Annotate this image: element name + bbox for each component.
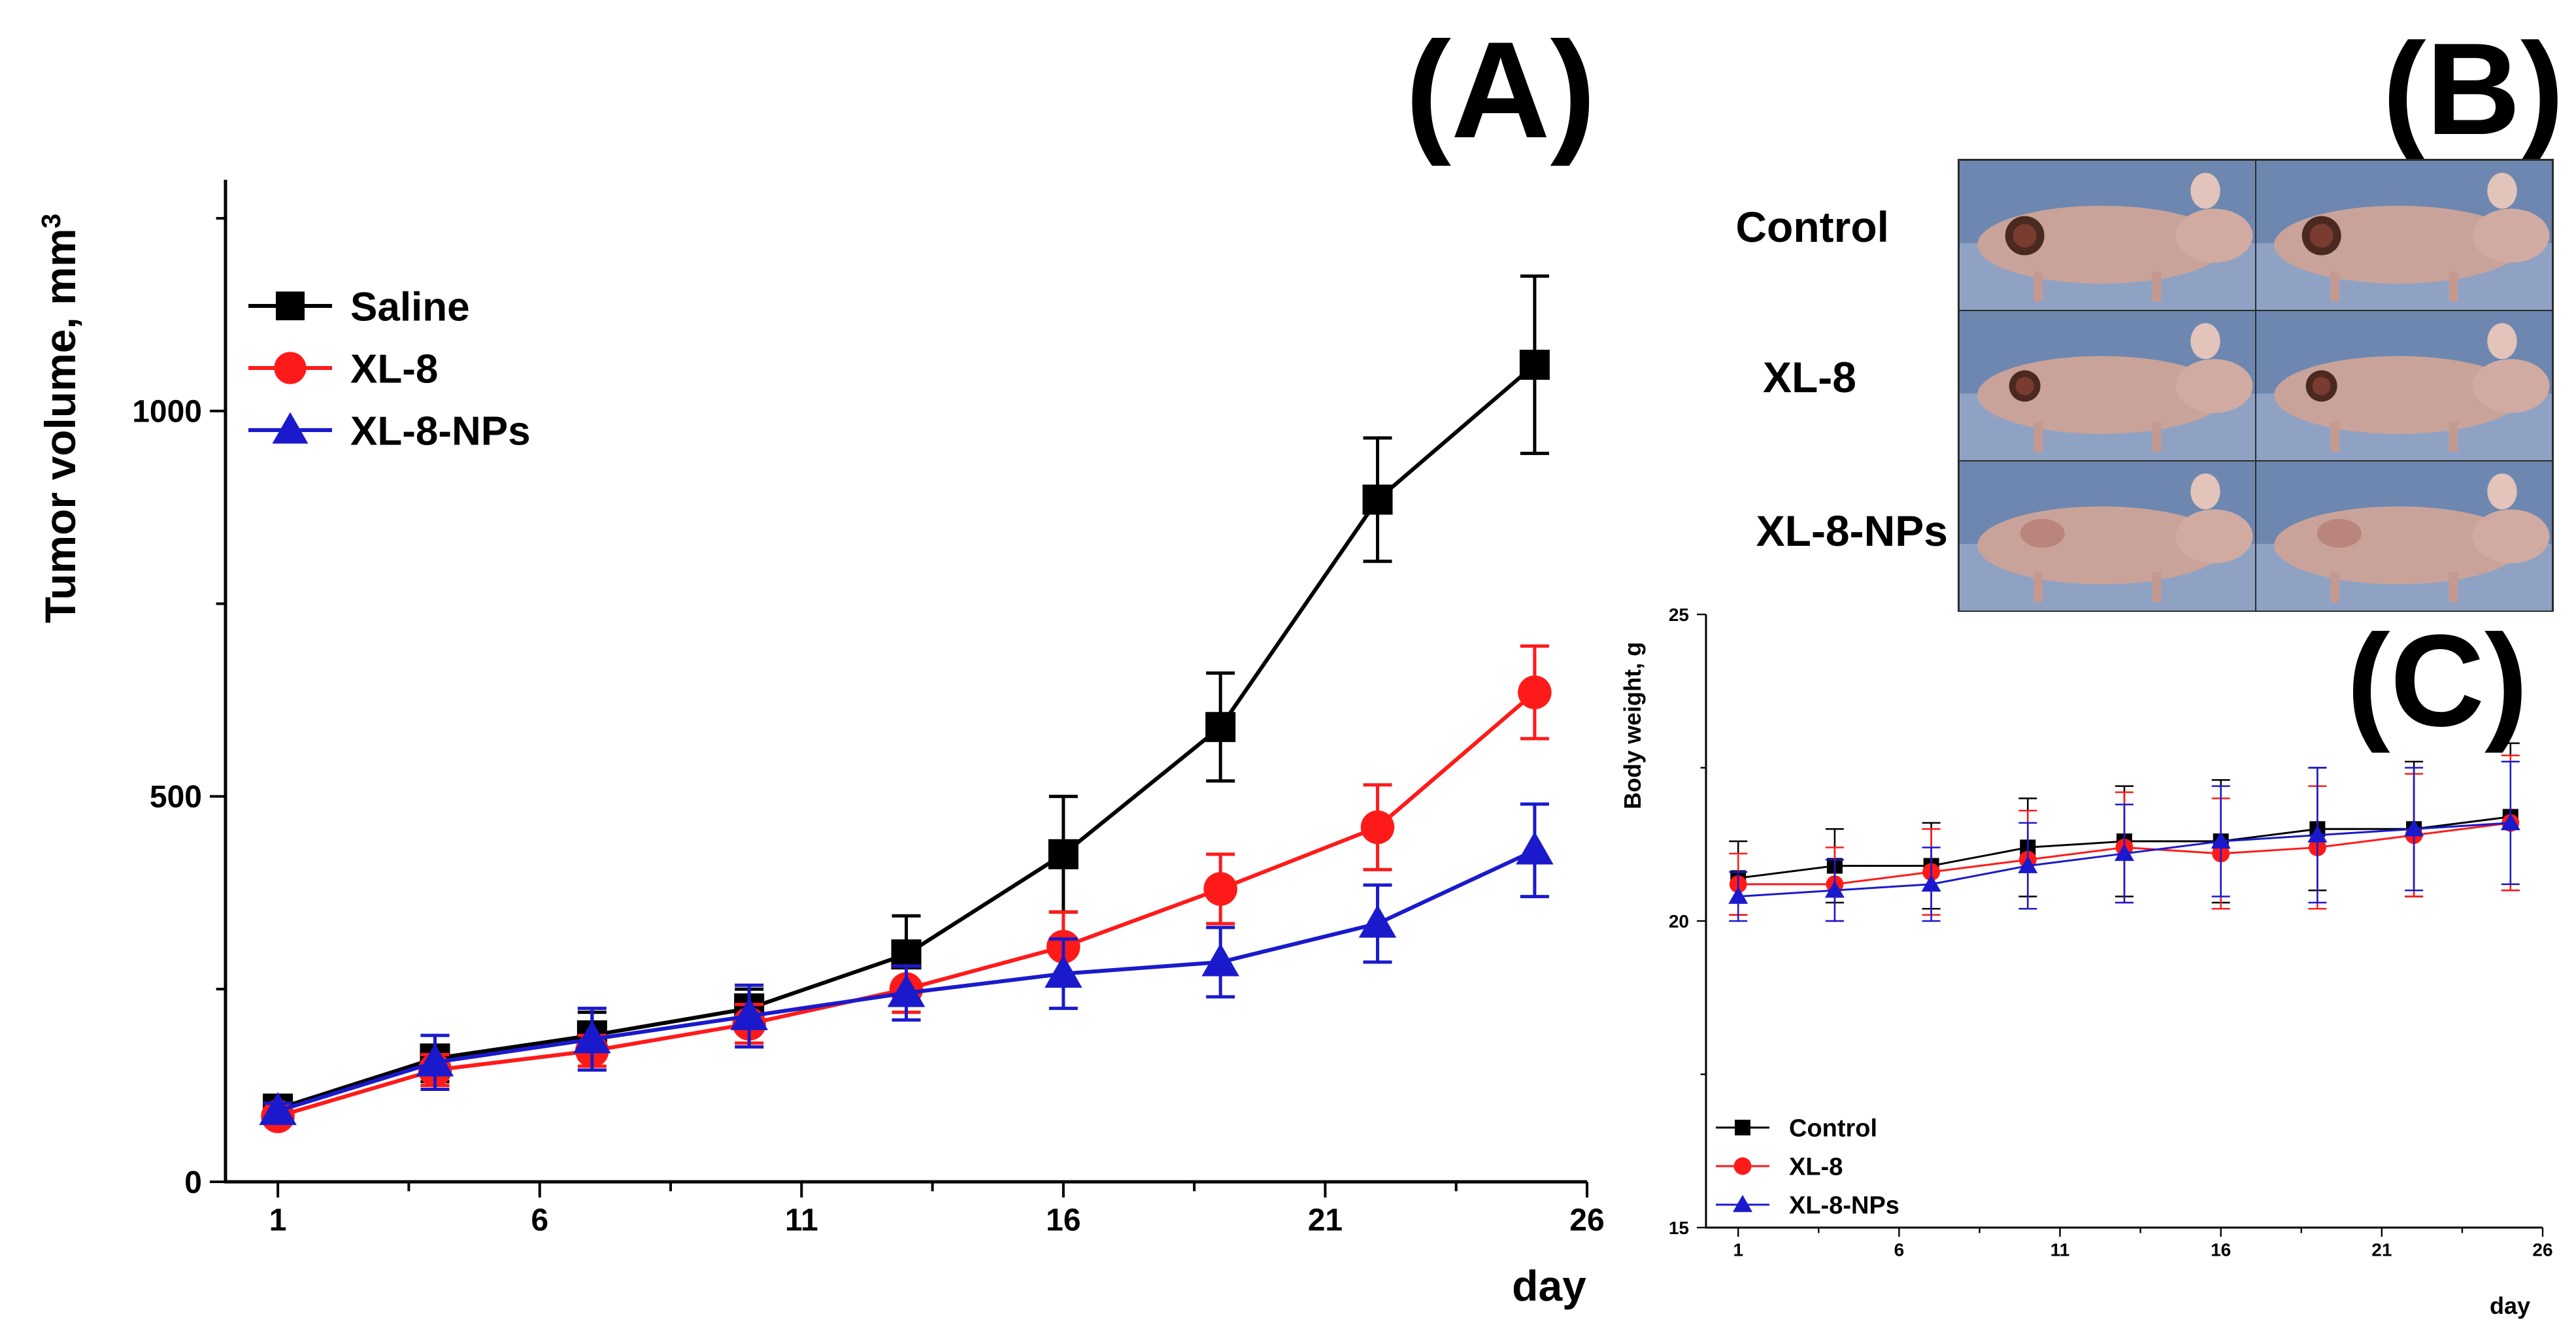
data-point (1728, 886, 1748, 904)
data-point (2404, 819, 2424, 837)
x-tick-label: 1 (269, 1203, 287, 1237)
data-point (1203, 872, 1237, 906)
legend-marker-xl-8 (274, 352, 307, 384)
legend-marker-control (1735, 1120, 1750, 1135)
x-tick-label: 6 (1894, 1239, 1905, 1260)
data-point (1201, 943, 1239, 977)
y-axis-label: Tumor volume, mm3 (36, 214, 84, 624)
x-tick-label: 11 (2050, 1239, 2070, 1260)
data-point (1045, 954, 1082, 988)
data-point (1205, 712, 1236, 743)
series-xl-8-nps (259, 802, 1554, 1126)
legend-marker-xl-8 (1733, 1157, 1752, 1175)
x-tick-label: 26 (1569, 1203, 1604, 1237)
series-xl-8-nps (1728, 760, 2520, 922)
mouse-photo (2256, 461, 2552, 611)
data-point (1048, 839, 1079, 869)
x-tick-label: 11 (785, 1203, 818, 1237)
x-tick-label: 21 (1308, 1203, 1343, 1237)
mouse-photo (1960, 311, 2255, 460)
mouse-photo (1960, 461, 2255, 611)
x-tick-label: 21 (2371, 1239, 2392, 1260)
legend-label-xl-8-nps: XL-8-NPs (1789, 1192, 1899, 1220)
legend-marker-saline (276, 292, 305, 320)
panel-label-c: (C) (2347, 608, 2528, 754)
x-axis-label: day (2490, 1292, 2530, 1319)
y-axis-label: Body weight, g (1619, 642, 1646, 809)
data-point (1921, 874, 1941, 892)
photo-row-label-xl8: XL-8 (1763, 353, 1856, 401)
data-point (2307, 825, 2328, 843)
data-point (573, 1020, 611, 1054)
data-point (2500, 812, 2520, 831)
data-point (259, 1092, 297, 1126)
data-point (1519, 350, 1550, 380)
y-tick-label: 500 (150, 780, 202, 814)
y-tick-label: 0 (184, 1165, 202, 1200)
photo-row-label-control: Control (1735, 203, 1889, 251)
panel-label-a: (A) (1405, 13, 1596, 167)
y-tick-label: 1000 (132, 395, 202, 429)
data-point (1362, 484, 1393, 515)
x-tick-label: 16 (2211, 1239, 2231, 1260)
y-tick-label: 20 (1669, 911, 1689, 931)
data-point (1518, 675, 1552, 709)
x-tick-label: 16 (1046, 1203, 1080, 1237)
data-point (730, 997, 768, 1031)
mouse-photo (1960, 161, 2255, 310)
mouse-photo (2256, 161, 2552, 310)
legend: Control XL-8 XL-8-NPs (1716, 1115, 1899, 1220)
x-tick-label: 6 (531, 1203, 548, 1237)
data-point (416, 1043, 454, 1077)
panel-label-b: (B) (2383, 16, 2564, 162)
legend-label-control: Control (1789, 1115, 1877, 1143)
legend-label-xl-8: XL-8 (1789, 1154, 1843, 1181)
data-point (1824, 880, 1845, 898)
data-point (2018, 856, 2038, 873)
data-point (1360, 810, 1395, 845)
y-tick-label: 25 (1669, 605, 1689, 625)
photo-row-label-xl8nps: XL-8-NPs (1756, 507, 1948, 555)
legend: Saline XL-8 XL-8-NPs (248, 284, 531, 454)
data-point (2115, 843, 2134, 862)
legend-marker-xl-8-nps (1733, 1195, 1752, 1213)
data-point (2211, 831, 2231, 849)
x-tick-label: 1 (1733, 1239, 1743, 1260)
y-tick-label: 15 (1669, 1218, 1689, 1238)
legend-label-saline: Saline (350, 284, 470, 329)
data-point (1516, 831, 1554, 865)
photo-panel-b: Control XL-8 XL-8-NPs (1735, 159, 2554, 612)
x-axis-label: day (1512, 1262, 1586, 1310)
legend-label-xl-8: XL-8 (350, 346, 438, 392)
legend-label-xl-8-nps: XL-8-NPs (350, 409, 531, 454)
data-point (1358, 905, 1397, 938)
mouse-photo (2256, 311, 2552, 460)
x-tick-label: 26 (2532, 1239, 2552, 1260)
data-point (887, 974, 926, 1007)
legend-marker-xl-8-nps (272, 412, 309, 444)
